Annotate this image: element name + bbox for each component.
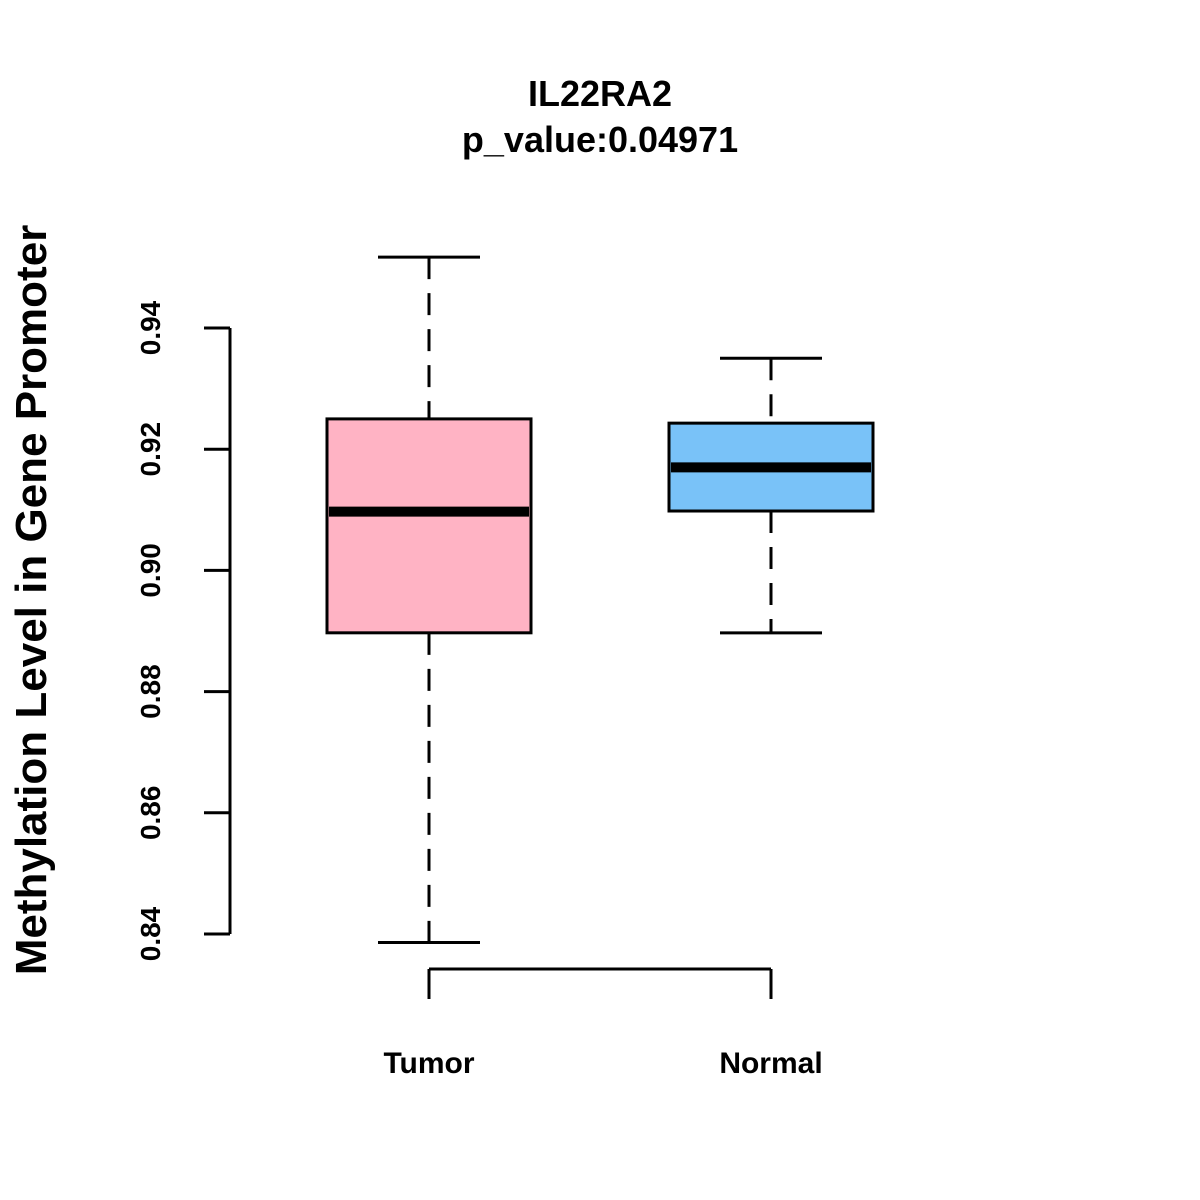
iqr-box <box>325 417 533 635</box>
y-axis: 0.84 0.86 0.88 0.90 0.92 0.94 <box>135 300 232 961</box>
y-tick-label: 0.86 <box>135 786 166 841</box>
y-axis-title: Methylation Level in Gene Promoter <box>7 225 56 976</box>
x-tick-label-normal: Normal <box>719 1047 822 1080</box>
y-tick-label: 0.92 <box>135 422 166 477</box>
x-tick-label-tumor: Tumor <box>383 1047 474 1080</box>
box-normal <box>667 356 875 635</box>
boxes <box>325 255 875 944</box>
chart-subtitle: p_value:0.04971 <box>462 119 738 160</box>
x-axis: Tumor Normal <box>383 967 823 1080</box>
y-tick-label: 0.84 <box>135 906 166 961</box>
box-tumor <box>325 255 533 944</box>
y-tick-label: 0.94 <box>135 300 166 355</box>
chart-title: IL22RA2 <box>528 73 672 114</box>
y-tick-label: 0.90 <box>135 543 166 598</box>
y-tick-label: 0.88 <box>135 664 166 719</box>
